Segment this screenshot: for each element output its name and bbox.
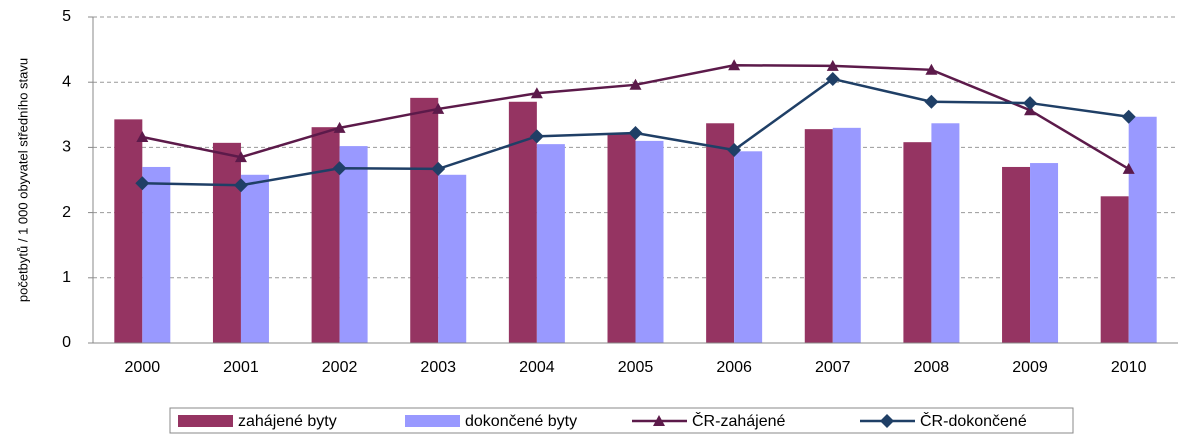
line-marker bbox=[135, 176, 150, 191]
bar bbox=[114, 119, 143, 343]
bar bbox=[832, 127, 861, 343]
x-tick-label: 2004 bbox=[519, 359, 555, 376]
line-marker bbox=[1023, 96, 1038, 111]
x-tick-label: 2002 bbox=[322, 359, 358, 376]
bar bbox=[240, 174, 269, 343]
legend-box bbox=[169, 407, 1074, 434]
legend-swatch bbox=[178, 415, 233, 427]
bar bbox=[212, 142, 241, 343]
x-tick-label: 2010 bbox=[1111, 359, 1147, 376]
bar bbox=[142, 166, 171, 343]
line-marker bbox=[136, 130, 149, 142]
x-tick-label: 2006 bbox=[716, 359, 752, 376]
x-tick-label: 2009 bbox=[1012, 359, 1048, 376]
line-marker bbox=[529, 129, 544, 144]
y-axis-label: početbytů / 1 000 obyvatel středního sta… bbox=[15, 58, 30, 302]
legend-marker bbox=[880, 414, 894, 428]
bar bbox=[635, 140, 664, 343]
bar bbox=[734, 151, 763, 343]
x-tick-label: 2005 bbox=[618, 359, 654, 376]
line-marker bbox=[925, 63, 938, 75]
x-tick-label: 2008 bbox=[914, 359, 950, 376]
legend-label: ČR-zahájené bbox=[692, 411, 785, 430]
bar bbox=[536, 144, 565, 343]
line-marker bbox=[1121, 109, 1136, 124]
line-marker bbox=[629, 78, 642, 90]
line-marker bbox=[924, 94, 939, 109]
bar bbox=[1128, 116, 1157, 343]
bar bbox=[1100, 196, 1129, 343]
line-marker bbox=[530, 87, 543, 99]
line-marker bbox=[431, 161, 446, 176]
bar bbox=[410, 97, 439, 344]
y-tick-label: 4 bbox=[62, 73, 71, 90]
y-tick-label: 3 bbox=[62, 139, 71, 156]
line-marker bbox=[234, 151, 247, 163]
bar bbox=[339, 146, 368, 343]
y-tick-label: 1 bbox=[62, 269, 71, 286]
y-tick-label: 5 bbox=[62, 8, 71, 25]
y-tick-label: 0 bbox=[62, 334, 71, 351]
bar bbox=[903, 142, 932, 343]
legend-label: zahájené byty bbox=[238, 413, 337, 430]
y-tick-label: 2 bbox=[62, 204, 71, 221]
bar bbox=[1002, 166, 1031, 343]
bar bbox=[931, 123, 960, 343]
bar bbox=[1030, 163, 1059, 343]
bar bbox=[804, 129, 833, 343]
x-tick-label: 2007 bbox=[815, 359, 851, 376]
line-marker bbox=[728, 59, 741, 71]
bar bbox=[311, 127, 340, 343]
line-marker bbox=[332, 161, 347, 176]
legend-marker bbox=[653, 415, 665, 426]
bar bbox=[607, 133, 636, 343]
line-marker bbox=[727, 143, 742, 158]
line-marker bbox=[826, 59, 839, 71]
legend-label: dokončené byty bbox=[465, 413, 577, 430]
line-marker bbox=[233, 178, 248, 193]
x-tick-label: 2000 bbox=[125, 359, 161, 376]
bar bbox=[438, 174, 467, 343]
x-tick-label: 2001 bbox=[223, 359, 259, 376]
line-marker bbox=[333, 121, 346, 133]
x-tick-label: 2003 bbox=[420, 359, 456, 376]
bar bbox=[706, 123, 735, 343]
line-marker bbox=[628, 126, 643, 141]
legend-label: ČR-dokončené bbox=[920, 411, 1027, 430]
line-marker bbox=[432, 102, 445, 114]
line-marker bbox=[1122, 162, 1135, 174]
legend-swatch bbox=[405, 415, 460, 427]
line-marker bbox=[825, 71, 840, 86]
